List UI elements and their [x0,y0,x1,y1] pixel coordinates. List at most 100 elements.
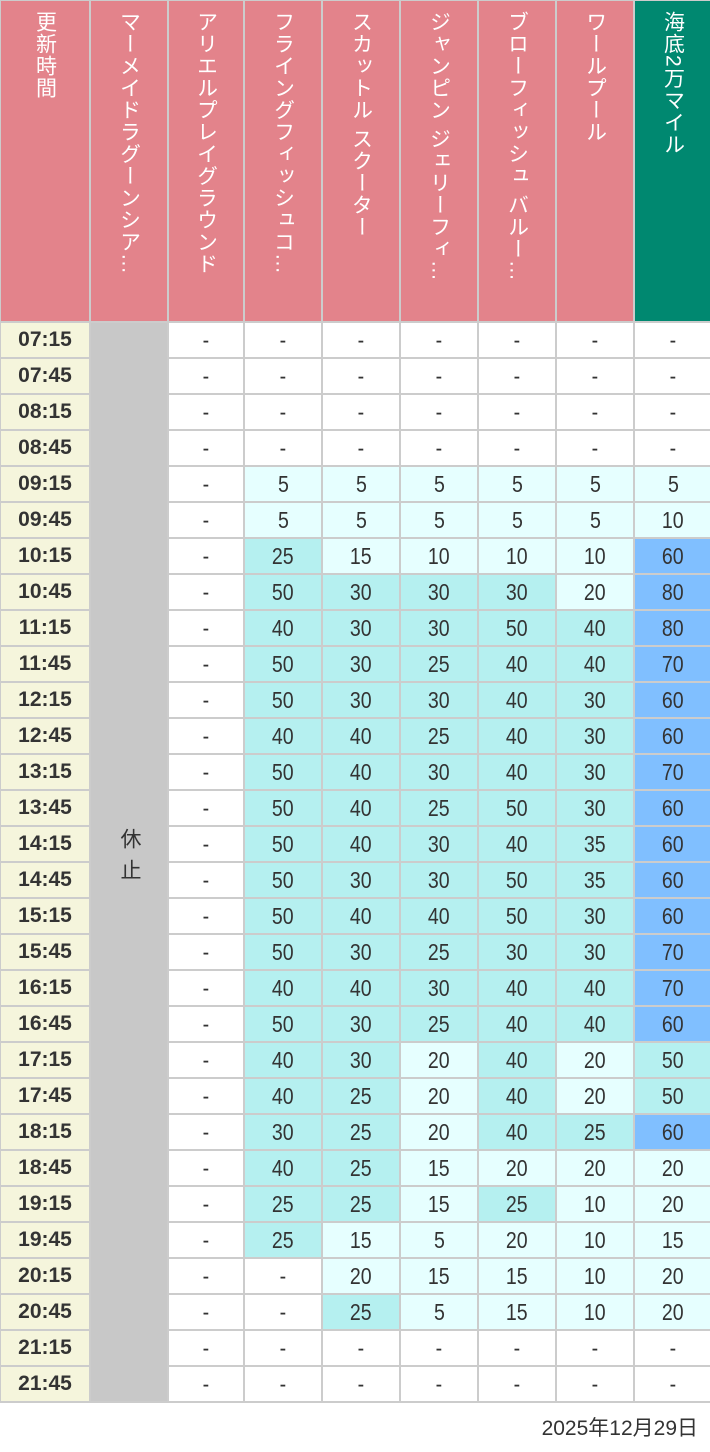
wait-cell: 20 [321,1257,401,1295]
wait-value: 35 [584,866,606,893]
header-label: アリエルプレイグラウンド [194,11,218,275]
wait-value: 5 [355,506,367,533]
wait-value: 70 [662,758,684,785]
wait-cell: 40 [477,753,557,791]
wait-value: 15 [428,1262,450,1289]
wait-value: - [202,974,210,1001]
wait-value: 20 [506,1226,528,1253]
wait-value: 30 [428,830,450,857]
wait-value: - [357,326,365,353]
wait-value: 25 [350,1298,372,1325]
wait-cell: 10 [477,537,557,575]
wait-cell: 25 [399,717,479,755]
wait-value: - [202,542,210,569]
wait-value: 30 [350,866,372,893]
wait-value: 40 [584,650,606,677]
wait-cell: 40 [477,681,557,719]
wait-value: - [279,1298,287,1325]
wait-cell: - [321,1329,401,1367]
wait-cell: 25 [477,1185,557,1223]
wait-value: - [513,1334,521,1361]
wait-cell: - [243,429,323,467]
wait-value: - [591,362,599,389]
table-row: 16:45 - 50 30 25 40 40 60 [0,1005,710,1043]
wait-cell: - [633,357,710,395]
wait-cell: - [633,1329,710,1367]
wait-cell: - [243,1293,323,1331]
wait-cell: 30 [321,609,401,647]
wait-cell: 50 [477,897,557,935]
wait-value: 40 [272,1154,294,1181]
wait-cell: 40 [243,609,323,647]
wait-cell: - [399,393,479,431]
wait-value: 80 [662,578,684,605]
header-label: ワールプール [583,11,607,143]
time-cell: 09:45 [0,501,91,539]
wait-cell: - [167,501,245,539]
wait-cell: - [477,1329,557,1367]
time-cell: 20:45 [0,1293,91,1331]
wait-value: 25 [506,1190,528,1217]
wait-value: 5 [511,470,523,497]
header-attraction: ジャンピン ジェリーフィ… [399,0,479,323]
wait-value: 60 [662,1010,684,1037]
time-cell: 09:15 [0,465,91,503]
wait-cell: - [243,1329,323,1367]
wait-cell: 30 [399,825,479,863]
wait-cell: - [633,429,710,467]
header-attraction: スカットル スクーター [321,0,401,323]
wait-value: - [202,398,210,425]
wait-cell: 50 [243,933,323,971]
time-cell: 07:15 [0,321,91,359]
wait-cell: 40 [321,717,401,755]
wait-value: 60 [662,722,684,749]
wait-value: 60 [662,1118,684,1145]
wait-cell: 40 [477,969,557,1007]
wait-cell: 25 [399,789,479,827]
wait-value: - [202,326,210,353]
wait-value: 50 [272,650,294,677]
wait-cell: - [555,429,635,467]
wait-value: 60 [662,902,684,929]
table-row: 08:15 - - - - - - - [0,393,710,431]
wait-cell: 5 [399,1221,479,1259]
wait-cell: 60 [633,1005,710,1043]
wait-cell: 35 [555,825,635,863]
wait-value: 25 [428,938,450,965]
wait-value: 50 [662,1082,684,1109]
wait-cell: 20 [399,1041,479,1079]
wait-value: 60 [662,542,684,569]
table-row: 09:45 - 5 5 5 5 5 10 [0,501,710,539]
table-row: 20:15 - - 20 15 15 10 20 [0,1257,710,1295]
wait-value: 50 [272,794,294,821]
wait-value: - [279,434,287,461]
wait-cell: - [555,357,635,395]
wait-cell: 60 [633,789,710,827]
header-row: 更新時間 マーメイドラグーンシア… アリエルプレイグラウンド フライングフィッシュコ…… [0,0,710,323]
wait-cell: 5 [399,465,479,503]
wait-value: 5 [433,1298,445,1325]
time-cell: 12:45 [0,717,91,755]
table-row: 11:45 - 50 30 25 40 40 70 [0,645,710,683]
wait-cell: 30 [477,573,557,611]
wait-cell: 40 [243,1041,323,1079]
time-cell: 13:45 [0,789,91,827]
table-row: 16:15 - 40 40 30 40 40 70 [0,969,710,1007]
wait-cell: 30 [243,1113,323,1151]
wait-value: - [435,434,443,461]
wait-value: 5 [667,470,679,497]
wait-value: - [202,1334,210,1361]
wait-value: - [669,434,677,461]
wait-cell: 25 [555,1113,635,1151]
wait-value: 30 [428,614,450,641]
wait-cell: 30 [555,789,635,827]
wait-cell: - [555,1329,635,1367]
wait-value: 30 [350,614,372,641]
wait-cell: 60 [633,861,710,899]
wait-cell: 40 [243,1077,323,1115]
wait-cell: - [477,1365,557,1403]
wait-cell: 40 [555,645,635,683]
wait-cell: 25 [321,1149,401,1187]
wait-value: 40 [350,722,372,749]
time-cell: 10:45 [0,573,91,611]
